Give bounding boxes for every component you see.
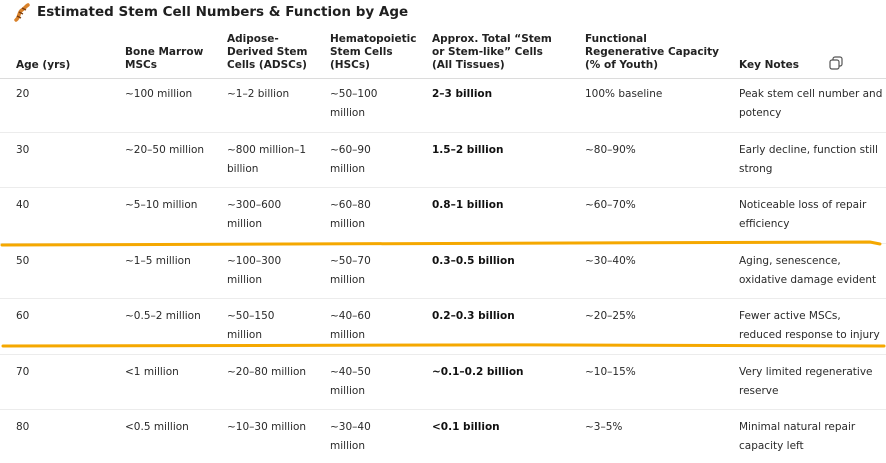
- table-cell: ~3–5%: [585, 421, 623, 433]
- row-divider: [0, 353, 886, 355]
- row-divider: [0, 187, 886, 188]
- column-header: Approx. Total “Stem or Stem-like” Cells …: [432, 33, 552, 71]
- table-cell: ~50–100 million: [330, 88, 378, 119]
- header-divider: [0, 78, 886, 79]
- table-cell: ~100 million: [125, 88, 193, 100]
- table-cell: ~10–30 million: [227, 421, 307, 433]
- column-header: Functional Regenerative Capacity (% of Y…: [585, 33, 720, 71]
- table-cell: Noticeable loss of repair efficiency: [739, 199, 867, 230]
- column-header: Hematopoietic Stem Cells (HSCs): [330, 33, 417, 71]
- table-cell: ~10–15%: [585, 365, 636, 378]
- table-cell: ~40–60 million: [330, 310, 371, 341]
- table-cell: ~300–600 million: [227, 199, 282, 230]
- table-cell: ~60–90 million: [330, 143, 371, 175]
- row-divider: [0, 242, 886, 244]
- table-cell: 40: [16, 199, 30, 211]
- table-cell: ~100–300 million: [227, 254, 282, 286]
- title-icon: [14, 3, 30, 22]
- table-cell: Minimal natural repair capacity left: [739, 421, 856, 452]
- row-divider: [0, 298, 886, 299]
- column-header: Adipose-Derived Stem Cells (ADSCs): [227, 33, 308, 71]
- table-cell: ~50–150 million: [227, 310, 275, 341]
- table-cell: 1.5–2 billion: [432, 143, 504, 156]
- table-cell: ~30–40%: [585, 254, 636, 267]
- table-cell: ~50–70 million: [330, 254, 371, 286]
- table-cell: 0.8–1 billion: [432, 199, 504, 211]
- title: Estimated Stem Cell Numbers & Function b…: [37, 4, 409, 20]
- table-cell: 60: [16, 310, 30, 322]
- column-header: Age (yrs): [16, 59, 71, 71]
- table-cell: ~80–90%: [585, 143, 636, 156]
- table-cell: ~800 million–1 billion: [227, 143, 307, 175]
- table-cell: ~20–25%: [585, 310, 636, 322]
- column-header: Key Notes: [739, 59, 799, 71]
- table-cell: 20: [16, 88, 30, 100]
- table-cell: 30: [16, 143, 30, 156]
- row-divider: [0, 409, 886, 410]
- table-cell: ~0.1–0.2 billion: [432, 365, 524, 378]
- copy-button[interactable]: [829, 56, 843, 70]
- table-cell: ~20–50 million: [125, 143, 205, 156]
- table-cell: ~0.5–2 million: [125, 310, 201, 322]
- highlight-line: [1, 343, 886, 348]
- row-divider: [0, 131, 886, 133]
- table-cell: <1 million: [125, 365, 179, 378]
- table-cell: Aging, senescence, oxidative damage evid…: [739, 254, 877, 286]
- table-cell: ~20–80 million: [227, 365, 307, 378]
- table-cell: 0.2–0.3 billion: [432, 310, 515, 322]
- table-cell: Early decline, function still strong: [739, 143, 878, 175]
- table-cell: 0.3–0.5 billion: [432, 254, 515, 267]
- table-cell: ~60–70%: [585, 199, 636, 211]
- table-cell: <0.5 million: [125, 421, 189, 433]
- table-cell: ~1–2 billion: [227, 88, 290, 100]
- table-cell: ~1–5 million: [125, 254, 191, 267]
- table-cell: ~30–40 million: [330, 421, 371, 452]
- table-cell: <0.1 billion: [432, 421, 500, 433]
- table-cell: 70: [16, 365, 30, 378]
- table-cell: Peak stem cell number and potency: [739, 88, 883, 119]
- table-cell: 80: [16, 421, 30, 433]
- table-cell: ~5–10 million: [125, 199, 198, 211]
- table-cell: ~60–80 million: [330, 199, 371, 230]
- table-cell: 50: [16, 254, 30, 267]
- table-cell: ~40–50 million: [330, 365, 371, 397]
- table-cell: 2–3 billion: [432, 88, 493, 100]
- column-header: Bone Marrow MSCs: [125, 46, 204, 71]
- table-cell: Very limited regenerative reserve: [739, 365, 873, 397]
- table-cell: Fewer active MSCs, reduced response to i…: [739, 310, 880, 341]
- table-cell: 100% baseline: [585, 88, 663, 100]
